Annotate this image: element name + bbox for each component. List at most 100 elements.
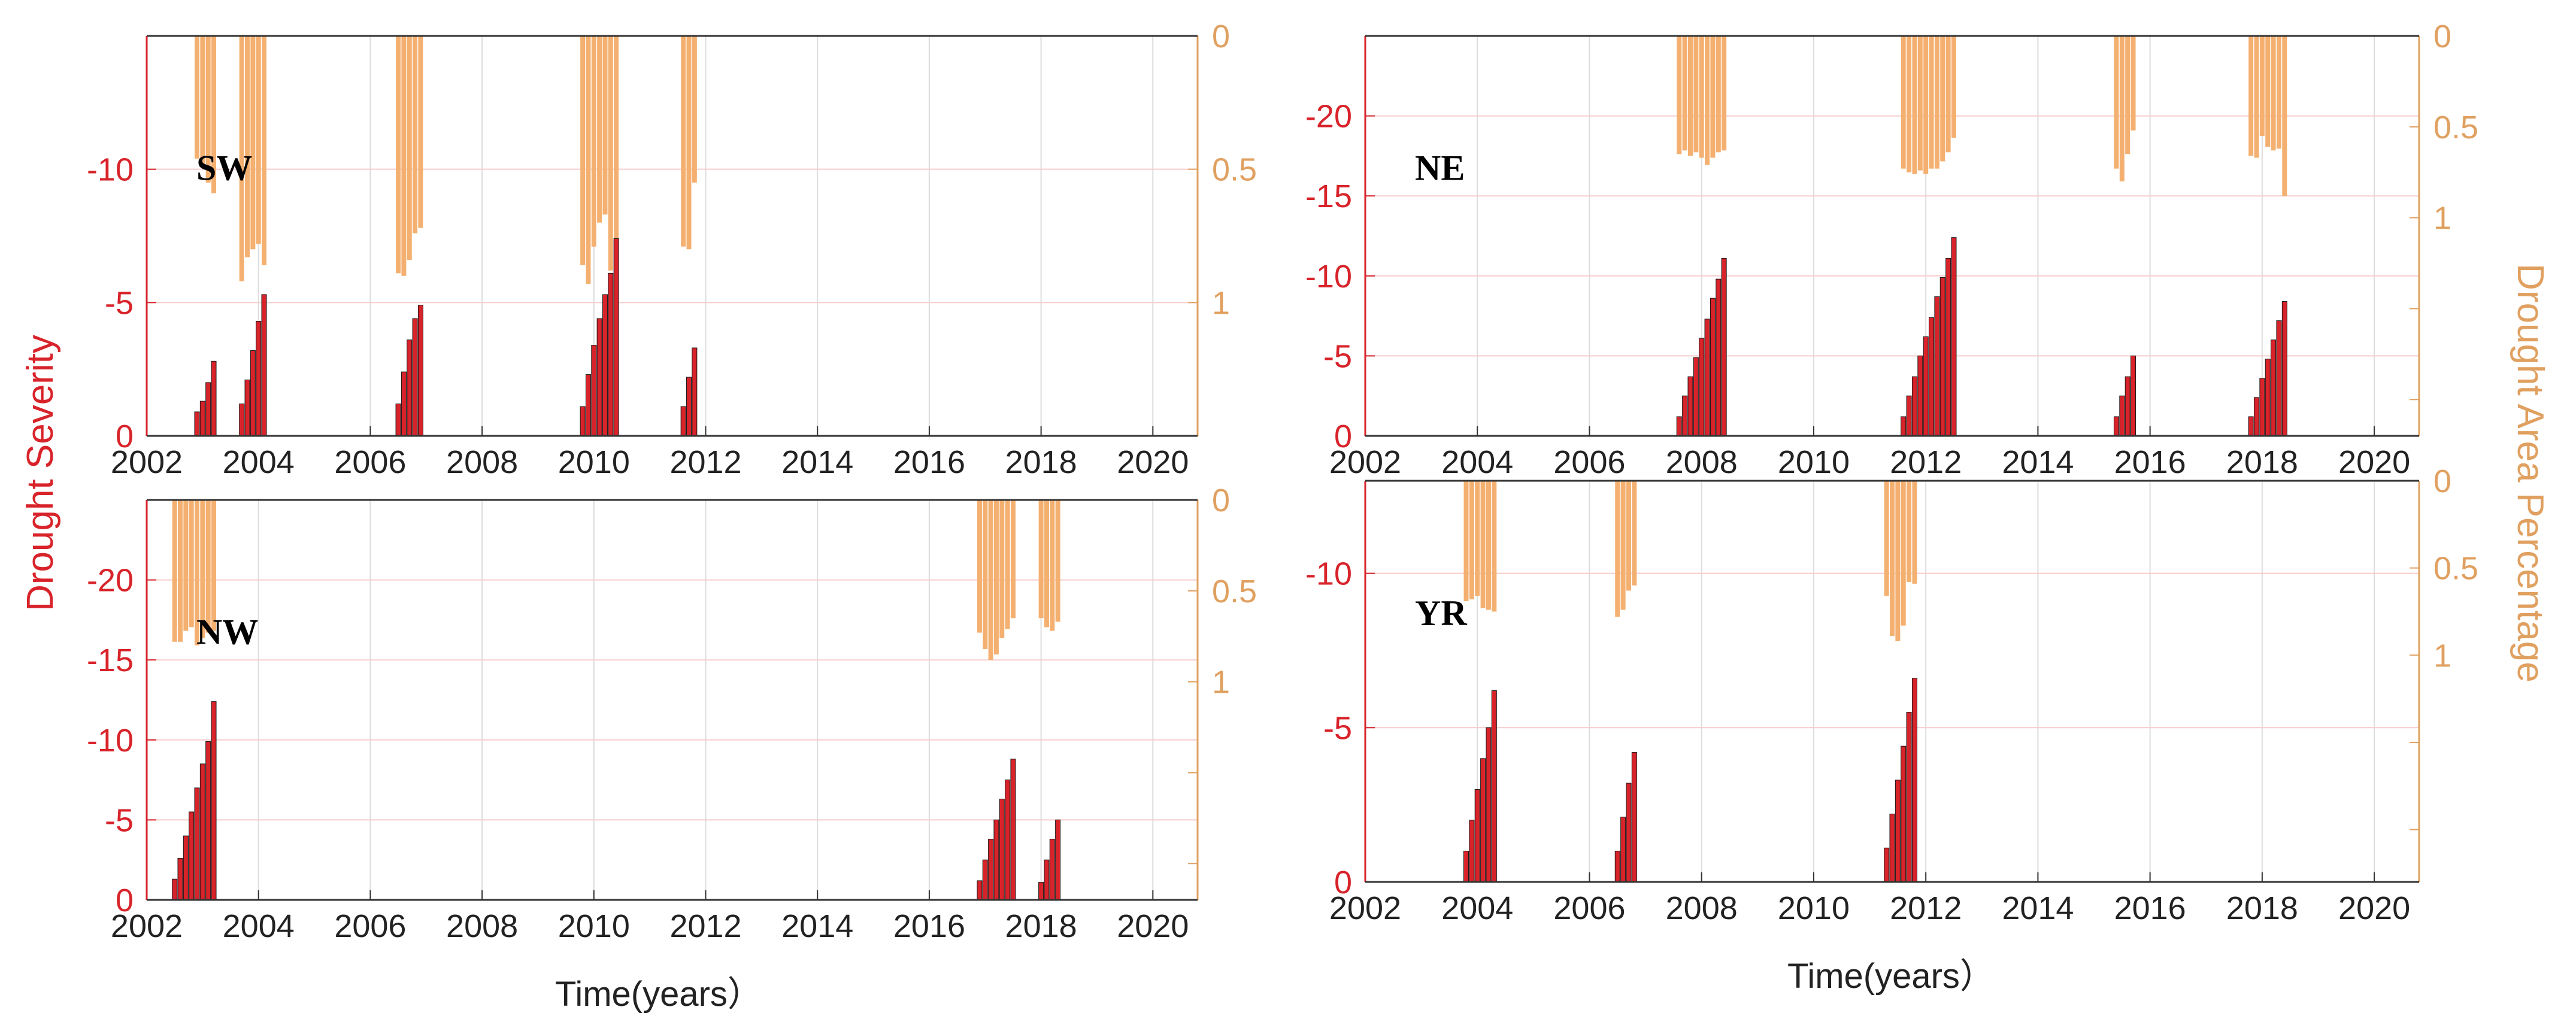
severity-bar (2276, 320, 2282, 436)
x-axis-title-left: Time(years） (555, 975, 762, 1014)
x-tick-label: 2002 (111, 444, 183, 480)
area-bar (1486, 481, 1491, 610)
area-tick-label: 0 (1212, 483, 1230, 518)
severity-bar (2281, 301, 2287, 436)
severity-bar (982, 859, 988, 900)
area-bar (977, 500, 982, 633)
area-bar (396, 36, 401, 274)
severity-bar (199, 401, 205, 436)
severity-bar (1934, 296, 1940, 436)
x-tick-label: 2004 (1441, 890, 1513, 926)
severity-bar (1699, 338, 1705, 436)
severity-bar (417, 305, 423, 436)
severity-tick-label: 0 (1334, 419, 1352, 454)
severity-bar (1704, 319, 1710, 436)
area-bar (172, 500, 177, 642)
panel-yr: 2002 2004 2006 2008 2010 2012 2014 2016 2018 2020… (1305, 463, 2478, 926)
area-bar (2130, 36, 2136, 131)
y-axis-title-severity: Drought Severity (20, 335, 61, 611)
severity-tick-label: -20 (1305, 99, 1352, 135)
y-axis-title-area: Drought Area Percentage (2510, 263, 2551, 683)
area-bar (2114, 36, 2119, 169)
area-bar (250, 36, 256, 250)
area-bar (1687, 36, 1693, 156)
x-tick-label: 2008 (1666, 444, 1738, 480)
severity-bar (1951, 237, 1957, 436)
severity-bar (686, 377, 692, 436)
x-tick-label: 2012 (669, 908, 741, 944)
severity-bar (194, 411, 200, 436)
area-bar (413, 36, 418, 234)
severity-bar (239, 404, 245, 436)
area-bar (2265, 36, 2271, 147)
x-tick-label: 2010 (558, 908, 630, 944)
severity-bar (1038, 882, 1044, 900)
area-bar (1677, 36, 1682, 154)
area-bar (211, 36, 217, 193)
severity-bar (256, 321, 262, 436)
x-tick-label: 2020 (2338, 890, 2410, 926)
area-bar (1632, 481, 1637, 586)
severity-bar (591, 345, 597, 436)
severity-bar (2119, 395, 2125, 436)
area-bar (1492, 481, 1497, 612)
area-bar (2248, 36, 2254, 156)
area-tick-label: 0 (2433, 463, 2451, 499)
area-bar (407, 36, 412, 260)
area-bar (1463, 481, 1469, 601)
x-tick-label: 2014 (781, 908, 853, 944)
severity-bar (1923, 336, 1929, 436)
area-bar (591, 36, 596, 247)
x-tick-label: 2010 (558, 444, 630, 480)
severity-bar (1884, 847, 1890, 883)
severity-bar (172, 878, 178, 900)
severity-bar (602, 294, 608, 436)
area-bar (189, 500, 194, 627)
area-bar (2119, 36, 2125, 181)
area-bar (1050, 500, 1055, 631)
area-bar (262, 36, 267, 265)
area-bar (681, 36, 686, 247)
severity-bar (1945, 257, 1951, 436)
severity-bar (2254, 397, 2260, 436)
severity-bar (1486, 727, 1492, 883)
area-bar (1901, 36, 1906, 169)
severity-bar (999, 799, 1005, 900)
area-bar (1929, 36, 1934, 169)
severity-tick-label: -10 (1305, 259, 1352, 295)
area-bar (586, 36, 591, 284)
area-bar (205, 36, 211, 183)
severity-tick-label: -15 (87, 642, 134, 678)
severity-bar (1626, 783, 1632, 883)
x-tick-label: 2018 (1005, 908, 1077, 944)
x-tick-label: 2014 (2002, 890, 2074, 926)
panel-ne: 2002 2004 2006 2008 2010 2012 2014 2016 2018 2020… (1305, 19, 2478, 480)
x-tick-label: 2018 (2226, 444, 2298, 480)
region-label-nw: NW (196, 612, 258, 651)
severity-bar (1917, 355, 1923, 436)
area-bar (1705, 36, 1710, 165)
x-tick-label: 2008 (1666, 890, 1738, 926)
severity-bar (1929, 317, 1935, 436)
severity-bar (2130, 355, 2136, 436)
x-axis-title-right: Time(years） (1787, 957, 1995, 996)
severity-bar (2113, 416, 2119, 436)
severity-tick-label: -5 (105, 802, 134, 838)
x-tick-label: 2004 (223, 444, 295, 480)
area-tick-label: 1 (1212, 285, 1230, 321)
severity-bar (1005, 780, 1011, 900)
severity-bar (1631, 752, 1637, 883)
severity-bar (244, 379, 250, 436)
severity-bar (183, 835, 189, 900)
area-bar (1620, 481, 1626, 610)
severity-bar (1901, 745, 1907, 883)
severity-bar (1911, 678, 1917, 883)
area-bar (686, 36, 692, 250)
severity-bar (977, 880, 983, 900)
x-tick-label: 2004 (223, 908, 295, 944)
area-bar (2282, 36, 2287, 196)
area-bar (1044, 500, 1049, 627)
severity-bar (1474, 789, 1480, 883)
severity-bar (261, 294, 267, 436)
x-tick-label: 2004 (1441, 444, 1513, 480)
